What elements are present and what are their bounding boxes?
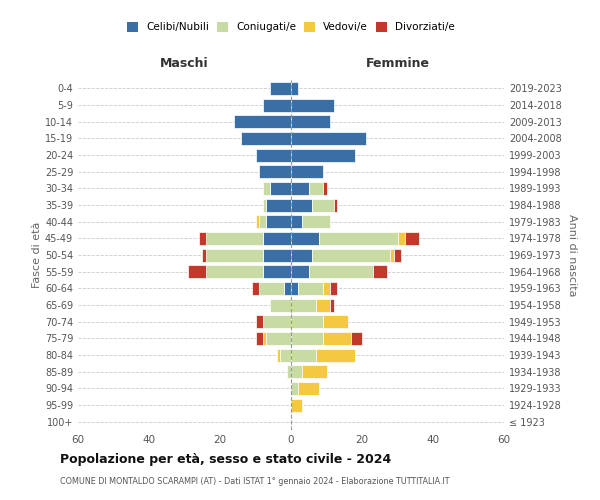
Bar <box>302 365 326 378</box>
Bar <box>263 198 266 211</box>
Bar <box>313 198 334 211</box>
Bar <box>263 265 291 278</box>
Bar <box>291 165 323 178</box>
Bar <box>323 182 326 195</box>
Bar <box>330 282 337 295</box>
Bar <box>263 248 291 262</box>
Bar <box>298 382 319 395</box>
Bar <box>291 198 313 211</box>
Bar <box>291 348 316 362</box>
Bar <box>291 232 319 245</box>
Bar <box>256 215 259 228</box>
Bar <box>298 282 323 295</box>
Bar <box>256 148 291 162</box>
Bar <box>291 332 323 345</box>
Bar <box>199 232 206 245</box>
Bar <box>316 348 355 362</box>
Bar <box>391 248 394 262</box>
Bar <box>256 315 263 328</box>
Bar <box>291 265 309 278</box>
Bar <box>291 132 365 145</box>
Bar <box>334 198 337 211</box>
Bar <box>291 98 334 112</box>
Bar <box>263 182 270 195</box>
Bar <box>291 365 302 378</box>
Bar <box>266 198 291 211</box>
Bar <box>373 265 387 278</box>
Bar <box>206 265 263 278</box>
Bar <box>323 282 330 295</box>
Bar <box>291 382 298 395</box>
Bar <box>352 332 362 345</box>
Bar <box>291 248 313 262</box>
Bar <box>291 298 316 312</box>
Bar <box>270 182 291 195</box>
Bar <box>259 165 291 178</box>
Bar <box>291 215 302 228</box>
Bar <box>291 115 330 128</box>
Bar <box>263 232 291 245</box>
Bar <box>256 332 263 345</box>
Bar <box>263 315 291 328</box>
Bar <box>398 232 404 245</box>
Bar <box>241 132 291 145</box>
Bar <box>313 248 391 262</box>
Bar <box>291 315 323 328</box>
Bar <box>309 182 323 195</box>
Bar <box>266 215 291 228</box>
Bar <box>202 248 206 262</box>
Bar <box>284 282 291 295</box>
Bar <box>259 282 284 295</box>
Legend: Celibi/Nubili, Coniugati/e, Vedovi/e, Divorziati/e: Celibi/Nubili, Coniugati/e, Vedovi/e, Di… <box>127 22 455 32</box>
Bar <box>309 265 373 278</box>
Bar <box>323 315 348 328</box>
Bar <box>266 332 291 345</box>
Bar <box>316 298 330 312</box>
Bar <box>287 365 291 378</box>
Bar <box>206 232 263 245</box>
Bar <box>280 348 291 362</box>
Bar <box>270 298 291 312</box>
Bar <box>319 232 398 245</box>
Bar <box>291 148 355 162</box>
Bar <box>259 215 266 228</box>
Bar <box>277 348 280 362</box>
Bar <box>394 248 401 262</box>
Bar <box>323 332 352 345</box>
Text: Maschi: Maschi <box>160 57 209 70</box>
Text: Femmine: Femmine <box>365 57 430 70</box>
Bar <box>206 248 263 262</box>
Y-axis label: Fasce di età: Fasce di età <box>32 222 42 288</box>
Bar <box>302 215 330 228</box>
Bar <box>252 282 259 295</box>
Bar <box>330 298 334 312</box>
Text: Popolazione per età, sesso e stato civile - 2024: Popolazione per età, sesso e stato civil… <box>60 452 391 466</box>
Bar <box>291 398 302 411</box>
Bar <box>188 265 206 278</box>
Bar <box>291 82 298 95</box>
Bar <box>291 282 298 295</box>
Bar <box>234 115 291 128</box>
Y-axis label: Anni di nascita: Anni di nascita <box>567 214 577 296</box>
Bar <box>270 82 291 95</box>
Bar <box>263 332 266 345</box>
Bar <box>291 182 309 195</box>
Bar <box>263 98 291 112</box>
Text: COMUNE DI MONTALDO SCARAMPI (AT) - Dati ISTAT 1° gennaio 2024 - Elaborazione TUT: COMUNE DI MONTALDO SCARAMPI (AT) - Dati … <box>60 478 449 486</box>
Bar <box>404 232 419 245</box>
